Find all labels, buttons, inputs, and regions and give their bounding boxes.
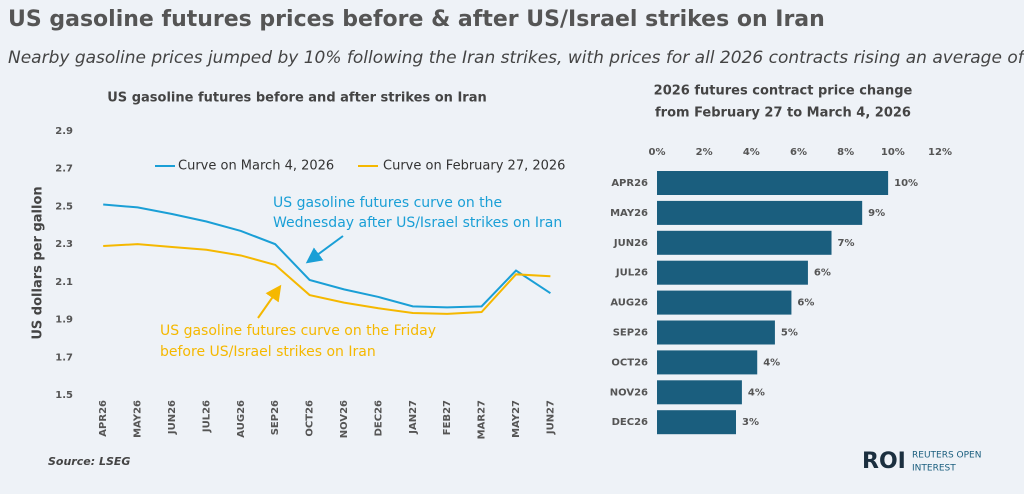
- y-tick-label: AUG26: [610, 298, 648, 309]
- x-tick-label: FEB27: [442, 400, 453, 435]
- bar: [657, 350, 758, 375]
- data-label: 4%: [763, 357, 780, 368]
- page-title: US gasoline futures prices before & afte…: [8, 7, 825, 32]
- x-tick-label: JAN27: [408, 400, 419, 435]
- x-tick-label: 12%: [928, 147, 952, 158]
- data-label: 5%: [781, 328, 798, 339]
- bar: [657, 200, 863, 225]
- x-tick-label: NOV26: [339, 400, 350, 438]
- y-tick-label: MAY26: [610, 208, 648, 219]
- y-tick-label: JUN26: [613, 238, 648, 249]
- y-tick-label: 2.3: [55, 239, 73, 250]
- y-axis-label: US dollars per gallon: [31, 186, 46, 339]
- bar: [657, 320, 775, 345]
- data-label: 3%: [742, 417, 759, 428]
- data-label: 10%: [894, 178, 918, 189]
- y-tick-label: 2.1: [55, 277, 73, 288]
- x-tick-label: 0%: [649, 147, 666, 158]
- x-tick-label: JUL26: [201, 400, 212, 433]
- chart-title: 2026 futures contract price change: [654, 84, 913, 99]
- chart-title: from February 27 to March 4, 2026: [655, 106, 911, 121]
- y-tick-label: 2.5: [55, 201, 73, 212]
- x-tick-label: JUN26: [167, 400, 178, 435]
- x-tick-label: SEP26: [270, 400, 281, 435]
- bar: [657, 290, 792, 315]
- y-tick-label: SEP26: [613, 328, 648, 339]
- line: [103, 203, 551, 309]
- x-tick-label: JUN27: [545, 400, 556, 435]
- x-tick-label: 6%: [790, 147, 807, 158]
- x-tick-label: MAY27: [511, 400, 522, 438]
- annotation-arrow: [305, 235, 344, 264]
- x-tick-label: AUG26: [236, 400, 247, 438]
- x-tick-label: DEC26: [373, 400, 384, 436]
- x-tick-label: 4%: [743, 147, 760, 158]
- y-tick-label: APR26: [611, 178, 648, 189]
- y-tick-label: 2.7: [55, 164, 73, 175]
- x-tick-label: 2%: [696, 147, 713, 158]
- bar: [657, 380, 742, 405]
- x-tick-label: MAY26: [133, 400, 144, 438]
- y-tick-label: DEC26: [612, 417, 648, 428]
- legend-label: Curve on February 27, 2026: [383, 159, 565, 174]
- x-tick-label: 8%: [837, 147, 854, 158]
- annotation: US gasoline futures curve on the Friday: [160, 323, 436, 339]
- source: Source: LSEG: [48, 455, 130, 468]
- annotation: before US/Israel strikes on Iran: [160, 344, 376, 360]
- y-tick-label: OCT26: [611, 357, 648, 368]
- bar: [657, 171, 889, 195]
- x-tick-label: APR26: [98, 400, 109, 437]
- bar: [657, 230, 832, 255]
- legend-label: Curve on March 4, 2026: [178, 159, 334, 174]
- annotation: Wednesday after US/Israel strikes on Ira…: [273, 215, 562, 231]
- logo-text: INTEREST: [912, 464, 956, 474]
- page-subtitle: Nearby gasoline prices jumped by 10% fol…: [8, 48, 1024, 68]
- bar: [657, 410, 737, 435]
- data-label: 9%: [868, 208, 885, 219]
- bar: [657, 260, 808, 285]
- y-tick-label: JUL26: [615, 268, 648, 279]
- data-label: 4%: [748, 387, 765, 398]
- data-label: 7%: [838, 238, 855, 249]
- annotation: US gasoline futures curve on the: [273, 195, 502, 211]
- y-tick-label: 1.9: [55, 315, 73, 326]
- x-tick-label: OCT26: [305, 400, 316, 437]
- data-label: 6%: [797, 298, 814, 309]
- chart-title: US gasoline futures before and after str…: [107, 91, 486, 106]
- y-tick-label: 1.5: [55, 390, 73, 401]
- line: [103, 243, 551, 315]
- data-label: 6%: [814, 268, 831, 279]
- x-tick-label: MAR27: [477, 400, 488, 439]
- logo: ROI: [862, 449, 906, 474]
- y-tick-label: NOV26: [610, 387, 648, 398]
- annotation-arrow: [257, 284, 282, 319]
- y-tick-label: 2.9: [55, 126, 73, 137]
- x-tick-label: 10%: [881, 147, 905, 158]
- logo-text: REUTERS OPEN: [912, 451, 981, 461]
- y-tick-label: 1.7: [55, 352, 73, 363]
